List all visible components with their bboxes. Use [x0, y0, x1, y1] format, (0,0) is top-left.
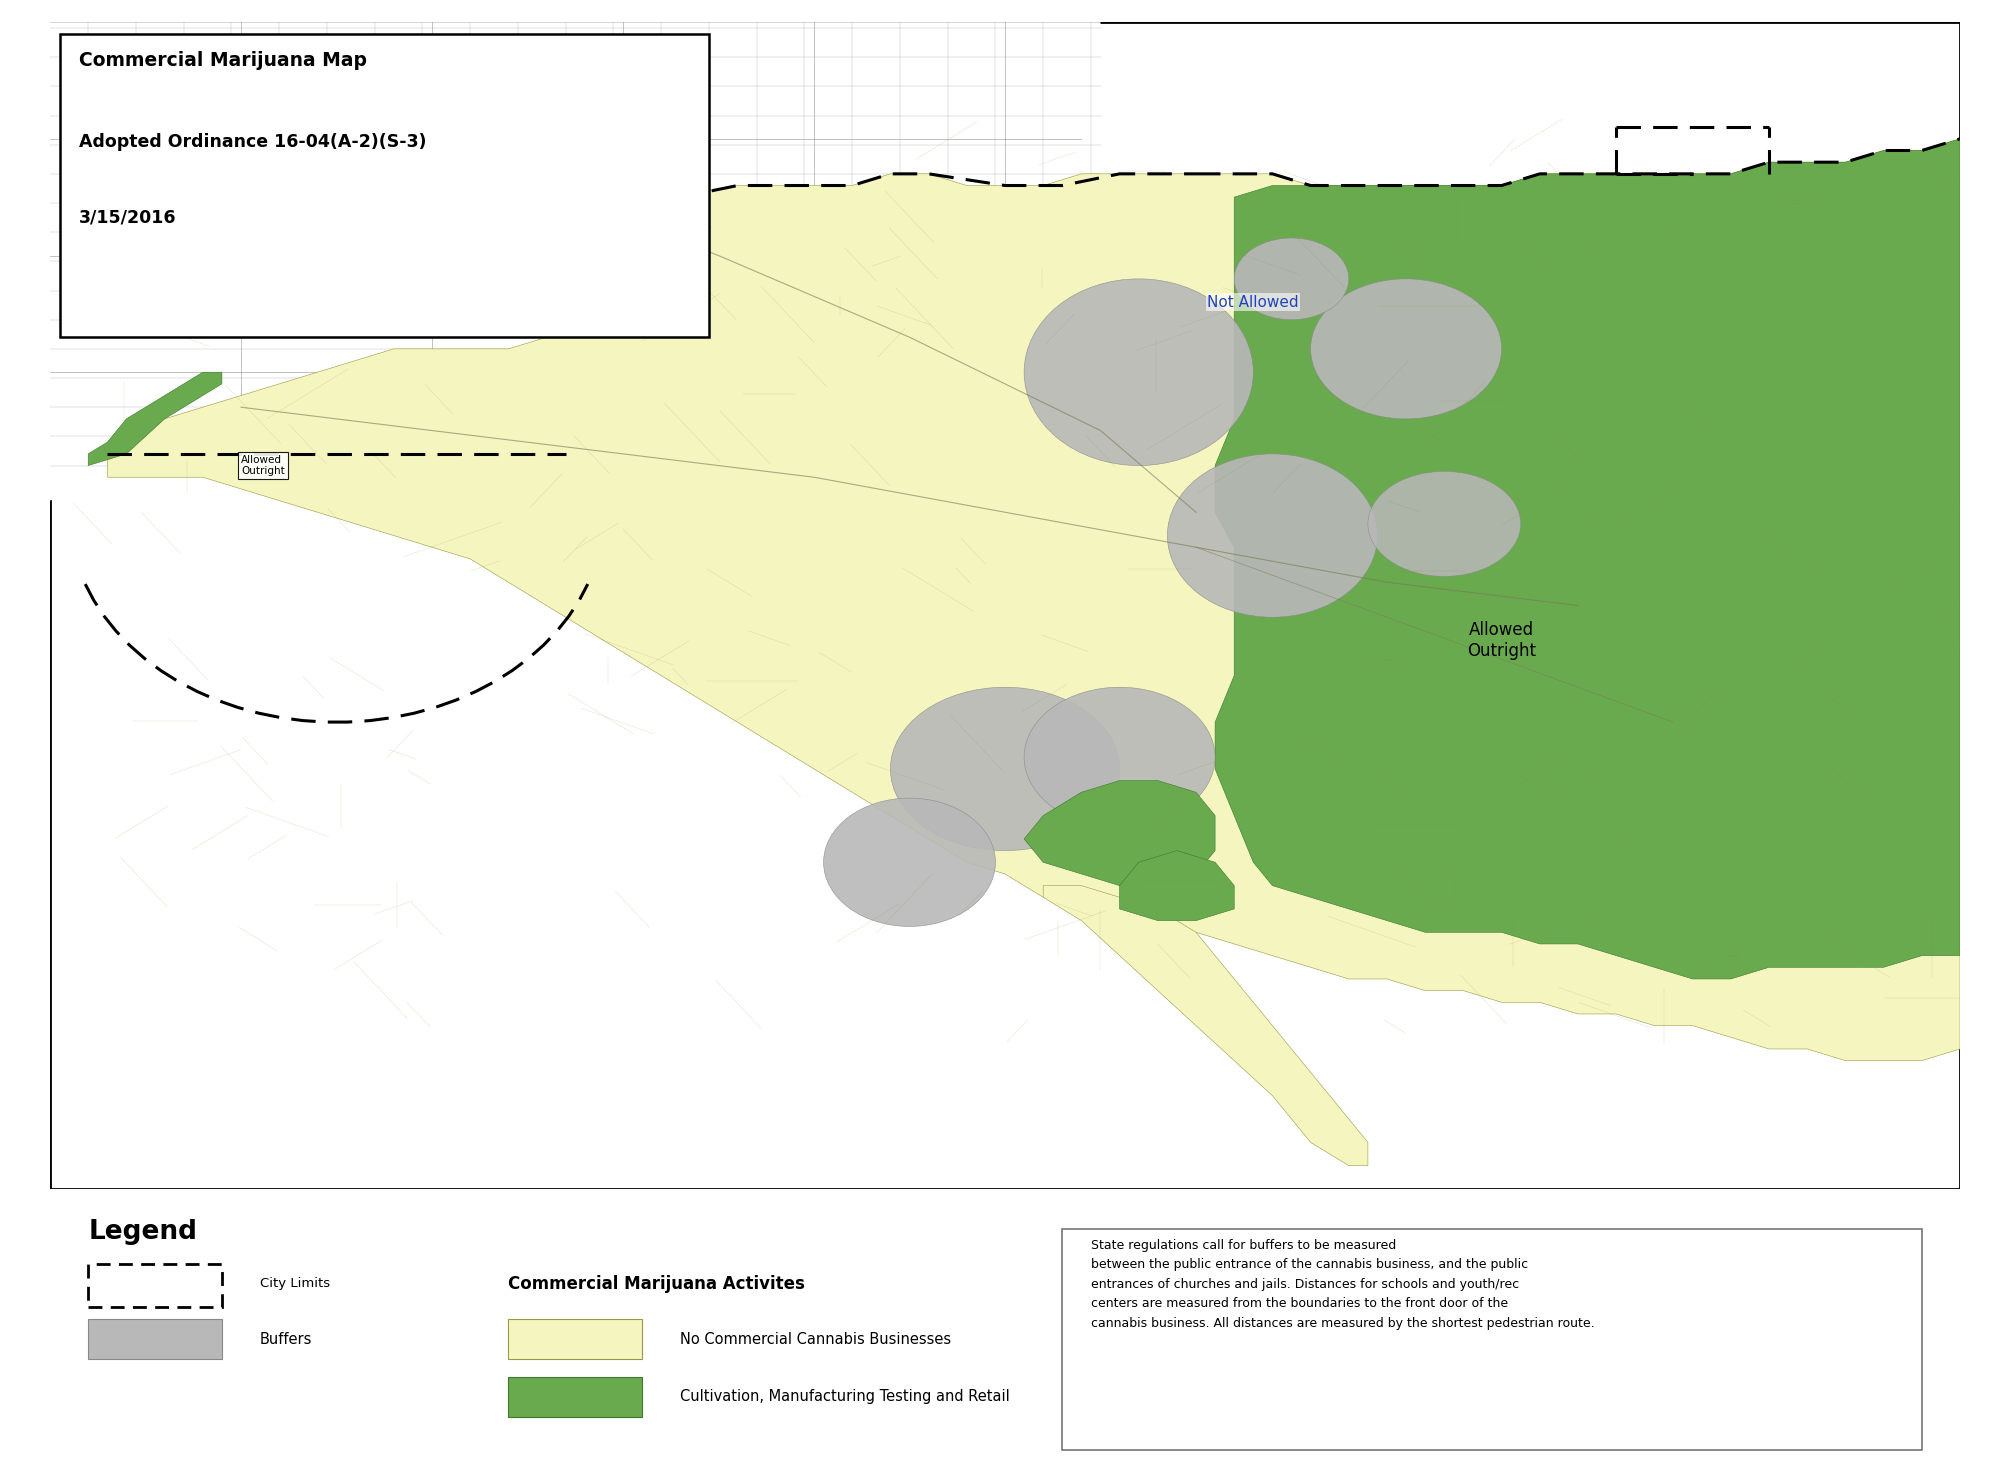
Text: Commercial Marijuana Map: Commercial Marijuana Map: [78, 52, 366, 71]
Text: Allowed
Outright: Allowed Outright: [240, 455, 284, 477]
Bar: [88, 1319, 222, 1359]
Polygon shape: [50, 22, 1100, 501]
Polygon shape: [108, 139, 1960, 1060]
Text: 3/15/2016: 3/15/2016: [78, 208, 176, 227]
Polygon shape: [1024, 780, 1216, 886]
Text: State regulations call for buffers to be measured
between the public entrance of: State regulations call for buffers to be…: [1090, 1239, 1594, 1329]
Ellipse shape: [1024, 279, 1254, 465]
Text: Adopted Ordinance 16-04(A-2)(S-3): Adopted Ordinance 16-04(A-2)(S-3): [78, 133, 426, 151]
Polygon shape: [88, 372, 222, 465]
Text: No Commercial Cannabis Businesses: No Commercial Cannabis Businesses: [680, 1332, 952, 1347]
Text: City Limits: City Limits: [260, 1278, 330, 1291]
Text: Not Allowed: Not Allowed: [1208, 295, 1300, 310]
Bar: [508, 1377, 642, 1416]
Text: Commercial Marijuana Activites: Commercial Marijuana Activites: [508, 1275, 806, 1292]
Ellipse shape: [1024, 687, 1216, 827]
Polygon shape: [1216, 139, 1960, 979]
Polygon shape: [1044, 886, 1368, 1165]
Ellipse shape: [1168, 453, 1378, 617]
Text: Allowed
Outright: Allowed Outright: [1468, 622, 1536, 660]
Bar: [88, 1264, 222, 1307]
Text: Buffers: Buffers: [260, 1332, 312, 1347]
Ellipse shape: [1234, 238, 1348, 319]
Bar: [60, 34, 708, 337]
Bar: [1062, 1229, 1922, 1450]
Text: Legend: Legend: [88, 1219, 198, 1245]
Text: Cultivation, Manufacturing Testing and Retail: Cultivation, Manufacturing Testing and R…: [680, 1390, 1010, 1405]
Bar: [508, 1319, 642, 1359]
Ellipse shape: [824, 798, 996, 926]
Ellipse shape: [890, 687, 1120, 851]
Polygon shape: [1120, 851, 1234, 920]
Ellipse shape: [1310, 279, 1502, 419]
Ellipse shape: [1368, 471, 1520, 576]
